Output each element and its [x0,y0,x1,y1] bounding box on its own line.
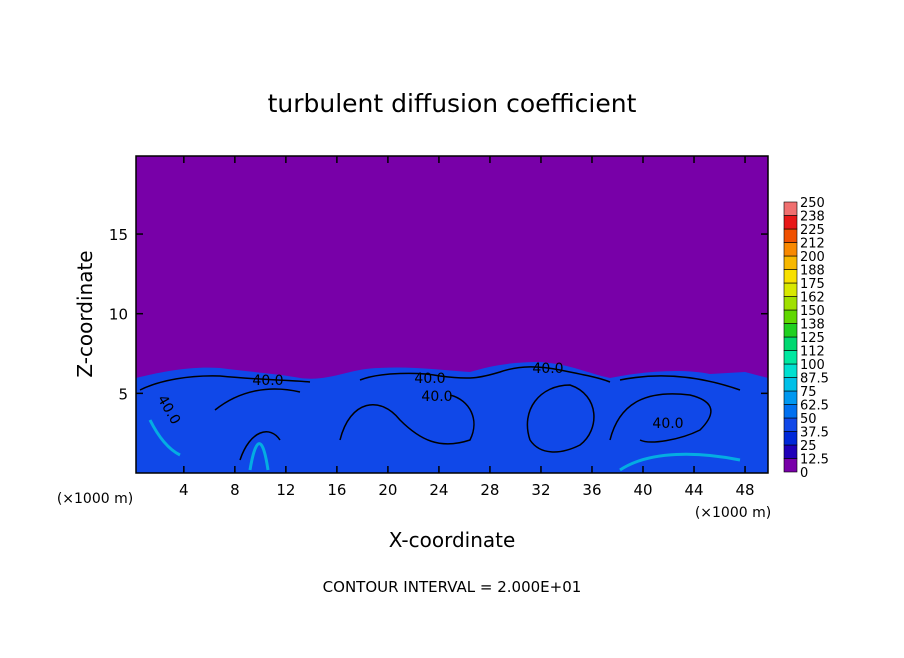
x-tick-label: 36 [582,481,601,499]
colorbar-swatch [783,404,798,419]
x-tick-label: 28 [480,481,499,499]
colorbar-label: 62.5 [800,399,829,414]
colorbar-swatch [783,255,798,270]
x-tick-label: 4 [179,481,189,499]
colorbar-label: 200 [800,250,825,265]
colorbar-label: 238 [800,210,825,225]
colorbar-swatch [783,350,798,365]
x-tick-label: 32 [531,481,550,499]
x-tick-label: 44 [684,481,703,499]
contour-line [139,366,741,391]
y-tick-label: 5 [118,385,128,403]
plot-frame [135,155,769,474]
colorbar-label: 162 [800,291,825,306]
contour-label: 40.0 [252,373,283,389]
contour-label: 40.0 [652,416,683,432]
colorbar-swatch [783,390,798,405]
contour-label: 40.0 [532,361,563,377]
x-tick-label: 16 [327,481,346,499]
colorbar-label: 0 [800,466,808,481]
colorbar-label: 100 [800,358,825,373]
colorbar-swatch [783,458,798,473]
colorbar-label: 12.5 [800,453,829,468]
colorbar-label: 138 [800,318,825,333]
colorbar-label: 50 [800,412,817,427]
colorbar-label: 175 [800,277,825,292]
x-tick-label: 24 [429,481,448,499]
y-unit-label: (×1000 m) [695,505,771,521]
colorbar-swatch [783,323,798,338]
colorbar-label: 150 [800,304,825,319]
contour-label: 40.0 [414,371,445,387]
field-lower [136,362,768,473]
contour-line [214,384,712,461]
colorbar-swatch [783,431,798,446]
colorbar-swatch [783,242,798,257]
x-unit-label: (×1000 m) [57,491,133,507]
x-axis-title: X-coordinate [389,528,516,552]
y-tick-label: 15 [109,226,128,244]
colorbar-swatch [783,282,798,297]
colorbar-label: 75 [800,385,817,400]
y-axis-title: Z-coordinate [73,250,97,377]
contour-label: 40.0 [421,389,452,405]
colorbar-swatch [783,363,798,378]
colorbar-label: 37.5 [800,426,829,441]
colorbar-label: 125 [800,331,825,346]
colorbar-swatch [783,444,798,459]
colorbar-label: 188 [800,264,825,279]
colorbar-swatch [783,417,798,432]
colorbar-swatch [783,309,798,324]
plot-area [136,156,768,473]
colorbar-swatch [783,296,798,311]
colorbar-swatch [783,377,798,392]
colorbar-swatch [783,228,798,243]
colorbar-label: 250 [800,196,825,211]
x-tick-label: 40 [633,481,652,499]
y-tick-label: 10 [109,306,128,324]
colorbar-label: 87.5 [800,372,829,387]
x-tick-label: 12 [276,481,295,499]
x-tick-label: 48 [735,481,754,499]
x-tick-label: 20 [378,481,397,499]
contour-interval-note: CONTOUR INTERVAL = 2.000E+01 [323,578,582,596]
colorbar-label: 225 [800,223,825,238]
x-tick-label: 8 [230,481,240,499]
colorbar-swatch [783,336,798,351]
colorbar-swatch [783,215,798,230]
colorbar-label: 212 [800,237,825,252]
colorbar-label: 25 [800,439,817,454]
contour-fill-detail [148,419,741,472]
chart-title: turbulent diffusion coefficient [268,89,637,118]
colorbar-swatch [783,269,798,284]
colorbar-label: 112 [800,345,825,360]
colorbar-swatch [783,201,798,216]
